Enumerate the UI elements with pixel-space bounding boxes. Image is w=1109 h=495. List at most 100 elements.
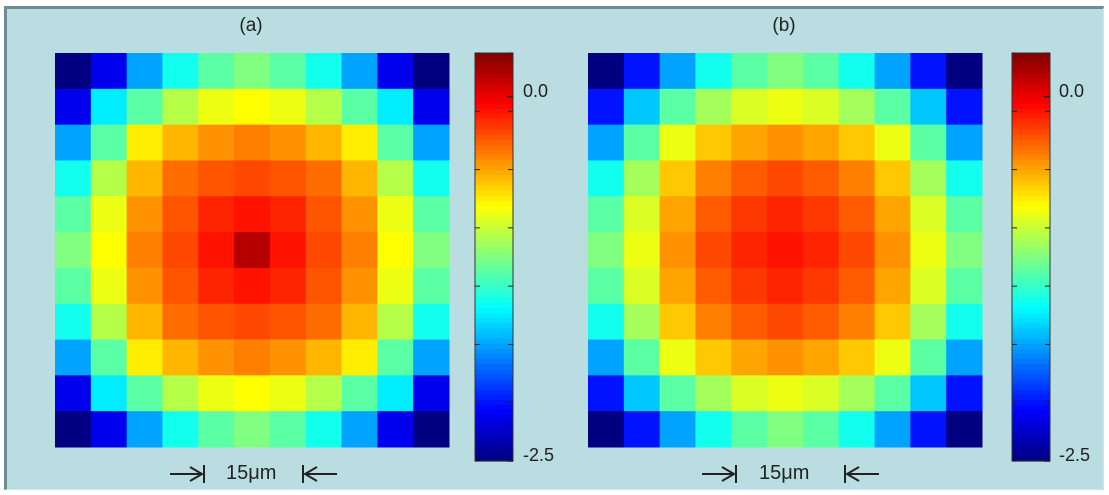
heatmap-cell (802, 375, 840, 412)
colorbar-segment (1012, 139, 1050, 146)
heatmap-cell (588, 124, 625, 161)
heatmap-cell (413, 232, 450, 269)
colorbar-segment (1012, 165, 1050, 171)
heatmap-cell (695, 124, 732, 161)
heatmap-cell (126, 160, 163, 197)
colorbar-segment (1012, 425, 1050, 431)
colorbar-segment (475, 149, 513, 156)
heatmap-cell (731, 160, 768, 197)
colorbar-segment (1012, 399, 1050, 406)
heatmap-cell (55, 53, 92, 90)
heatmap-cell (269, 303, 307, 341)
heatmap-cell (838, 339, 876, 376)
heatmap-cell (910, 339, 947, 376)
colorbar-segment (475, 338, 513, 345)
heatmap-cell (90, 339, 128, 376)
heatmap-cell (588, 411, 625, 448)
heatmap-cell (874, 339, 911, 376)
heatmap-cell (90, 375, 128, 412)
heatmap-cell (946, 411, 983, 448)
heatmap-cell (377, 267, 414, 305)
colorbar-segment (475, 78, 513, 85)
colorbar-segment (475, 104, 513, 110)
heatmap-cell (874, 303, 911, 341)
heatmap-cell (910, 160, 947, 197)
heatmap-cell (198, 339, 235, 376)
heatmap-cell (946, 267, 983, 305)
heatmap-cell (623, 267, 661, 305)
heatmap-cell (341, 411, 378, 448)
heatmap-cell (695, 375, 732, 412)
colorbar-segment (475, 68, 513, 74)
colorbar-segment (475, 88, 513, 95)
heatmap-cell (910, 411, 947, 448)
heatmap-cell (731, 267, 768, 305)
heatmap-cell (234, 375, 271, 412)
heatmap-cell (874, 160, 911, 197)
colorbar-segment (475, 343, 513, 350)
colorbar-segment (475, 175, 513, 182)
colorbar-segment (1012, 144, 1050, 151)
colorbar-segment (1012, 445, 1050, 452)
colorbar-segment (1012, 236, 1050, 243)
heatmap-cell (90, 124, 128, 161)
heatmap-cell (588, 267, 625, 305)
colorbar-segment (1012, 78, 1050, 85)
scale-right-arrow-icon (702, 465, 737, 483)
heatmap-cell (377, 303, 414, 341)
heatmap-cell (910, 375, 947, 412)
heatmap-cell (341, 267, 378, 305)
colorbar-segment (1012, 185, 1050, 192)
heatmap-cell (55, 160, 92, 197)
colorbar-segment (1012, 231, 1050, 238)
heatmap-cell (946, 339, 983, 376)
panel-a-colorbar (474, 52, 514, 462)
heatmap-cell (341, 303, 378, 341)
heatmap-cell (305, 196, 343, 233)
heatmap-cell (234, 339, 271, 376)
heatmap-cell (341, 339, 378, 376)
heatmap-cell (413, 267, 450, 305)
heatmap-cell (198, 53, 235, 90)
heatmap-cell (413, 303, 450, 341)
heatmap-cell (413, 196, 450, 233)
heatmap-cell (695, 53, 732, 90)
heatmap-cell (588, 375, 625, 412)
heatmap-cell (305, 375, 343, 412)
colorbar-segment (475, 226, 513, 233)
colorbar-segment (1012, 343, 1050, 350)
colorbar-segment (475, 63, 513, 69)
heatmap-cell (802, 232, 840, 269)
colorbar-segment (1012, 206, 1050, 212)
heatmap-cell (377, 196, 414, 233)
heatmap-cell (695, 267, 732, 305)
colorbar-segment (1012, 323, 1050, 329)
colorbar-segment (1012, 93, 1050, 100)
colorbar-segment (475, 364, 513, 370)
heatmap-cell (269, 339, 307, 376)
heatmap-cell (838, 196, 876, 233)
heatmap-cell (269, 411, 307, 448)
heatmap-cell (767, 303, 804, 341)
colorbar-segment (1012, 129, 1050, 136)
heatmap-cell (874, 124, 911, 161)
colorbar-segment (475, 185, 513, 192)
colorbar-segment (1012, 338, 1050, 345)
colorbar-segment (475, 195, 513, 202)
heatmap-cell (198, 411, 235, 448)
colorbar-segment (1012, 257, 1050, 263)
heatmap-cell (802, 196, 840, 233)
heatmap-cell (55, 339, 92, 376)
heatmap-cell (802, 88, 840, 126)
heatmap-cell (946, 53, 983, 90)
heatmap-cell (588, 232, 625, 269)
colorbar-segment (1012, 450, 1050, 457)
colorbar-segment (1012, 420, 1050, 426)
colorbar-segment (475, 353, 513, 360)
colorbar-segment (475, 394, 513, 401)
heatmap-cell (767, 411, 804, 448)
heatmap-cell (910, 88, 947, 126)
colorbar-segment (1012, 58, 1050, 64)
heatmap-cell (838, 88, 876, 126)
heatmap-cell (377, 160, 414, 197)
